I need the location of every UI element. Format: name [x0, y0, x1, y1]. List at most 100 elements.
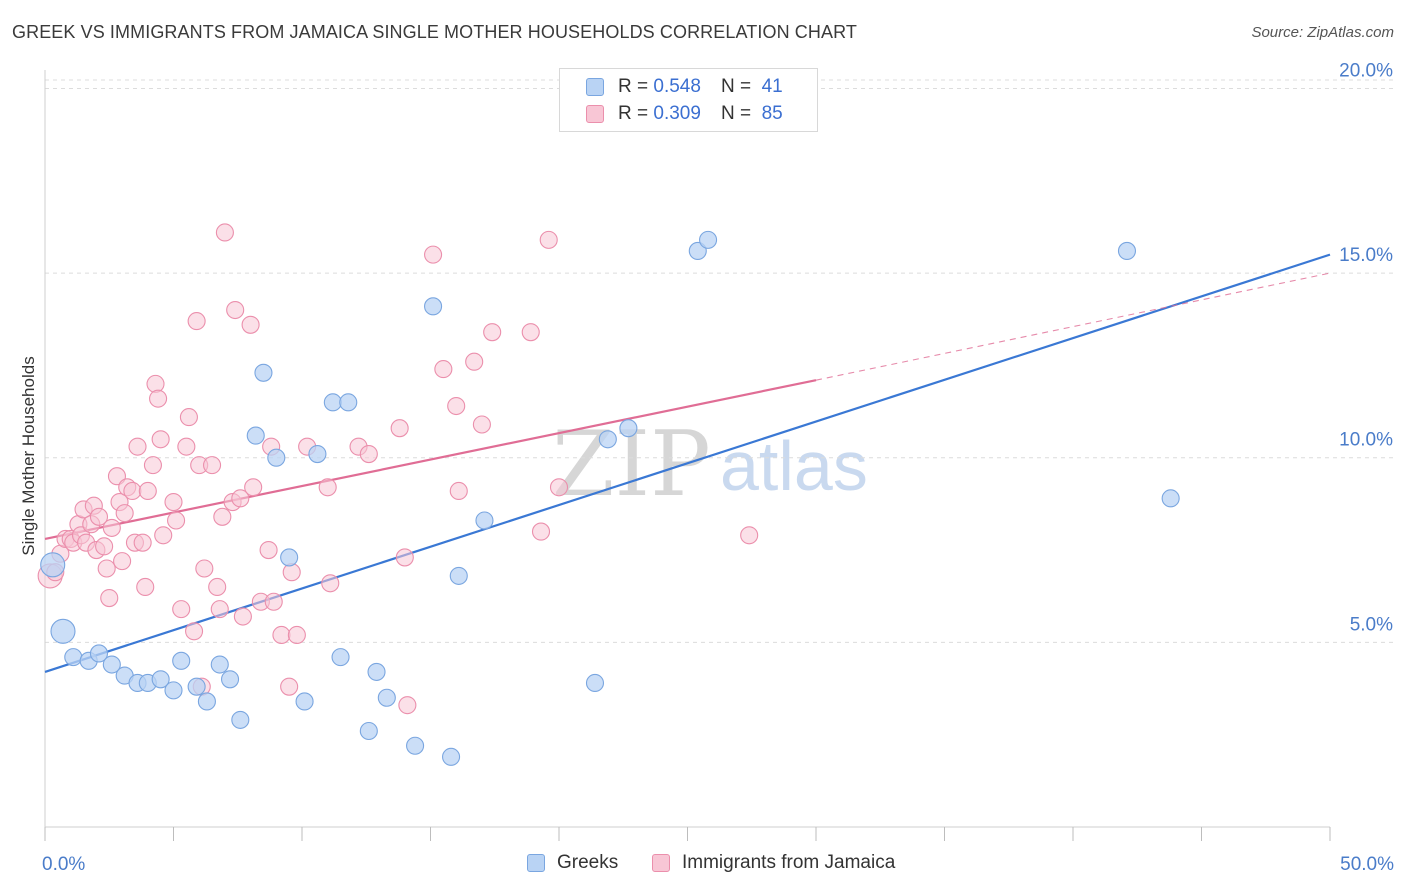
jamaica-point: [179, 408, 198, 427]
jamaica-point: [740, 526, 759, 545]
jamaica-point: [231, 489, 250, 508]
jamaica-point: [128, 437, 147, 456]
jamaica-point: [264, 592, 283, 611]
greeks-point: [187, 677, 206, 696]
jamaica-point: [187, 312, 206, 331]
grid: [45, 79, 1394, 643]
jamaica-point: [100, 589, 119, 608]
greeks-point: [308, 444, 327, 464]
jamaica-trendline-extension: [815, 272, 1331, 381]
legend-r-value: 0.309: [653, 103, 701, 124]
axes: [44, 70, 1331, 841]
jamaica-point: [210, 600, 229, 619]
greeks-point: [197, 692, 216, 711]
greeks-point: [442, 747, 461, 766]
jamaica-point: [107, 467, 127, 486]
greeks-point: [40, 552, 66, 578]
y-tick-label: 10.0%: [1339, 430, 1393, 451]
legend-r-label: R =: [618, 103, 649, 124]
jamaica-point: [151, 430, 170, 449]
greeks-point: [475, 511, 494, 530]
jamaica-point: [472, 415, 491, 434]
correlation-legend: R = 0.548 N = 41 R = 0.309 N = 85: [559, 68, 818, 132]
greeks-point: [619, 419, 638, 438]
jamaica-point: [531, 522, 551, 541]
greeks-point: [359, 721, 378, 741]
jamaica-point: [282, 563, 301, 582]
legend-n-value: 85: [761, 103, 783, 124]
jamaica-point: [208, 577, 227, 597]
legend-label-greeks: Greeks: [557, 852, 619, 873]
jamaica-point: [102, 518, 121, 537]
jamaica-point: [395, 548, 414, 567]
legend-n-label: N =: [720, 103, 752, 124]
greeks-point: [102, 655, 121, 674]
jamaica-point: [167, 511, 186, 530]
legend-n-label: N =: [720, 76, 752, 97]
jamaica-point: [259, 540, 278, 560]
jamaica-point: [203, 456, 222, 475]
jamaica-point: [115, 504, 134, 523]
greeks-point: [1161, 489, 1180, 508]
jamaica-point: [136, 577, 155, 597]
legend-n-value: 41: [761, 76, 783, 97]
jamaica-point: [215, 223, 234, 242]
greeks-point: [151, 670, 170, 689]
jamaica-point: [164, 492, 183, 512]
legend-swatch-greeks: [527, 854, 545, 872]
y-tick-label: 20.0%: [1339, 60, 1393, 81]
greeks-point: [231, 710, 250, 729]
x-tick-label: 0.0%: [42, 854, 85, 875]
jamaica-point: [177, 437, 196, 456]
chart-title: GREEK VS IMMIGRANTS FROM JAMAICA SINGLE …: [12, 22, 857, 42]
jamaica-point: [226, 300, 245, 320]
legend-row-greeks: R = 0.548 N = 41: [586, 74, 783, 100]
greeks-point: [377, 688, 396, 707]
watermark: ZIP atlas: [552, 412, 868, 517]
jamaica-point: [213, 507, 232, 526]
legend-swatch-greeks: [586, 78, 604, 96]
watermark-atlas: atlas: [720, 427, 868, 505]
source-label: Source: ZipAtlas.com: [1251, 24, 1394, 41]
y-axis-label: Single Mother Households: [19, 356, 38, 555]
greeks-point: [246, 426, 265, 445]
jamaica-point: [143, 456, 162, 475]
greeks-point: [331, 648, 350, 667]
legend-row-jamaica: R = 0.309 N = 85: [586, 101, 783, 127]
greeks-point: [172, 651, 191, 670]
jamaica-point: [146, 374, 165, 393]
greeks-point: [254, 363, 273, 382]
legend-r-label: R =: [618, 76, 649, 97]
jamaica-point: [434, 360, 453, 379]
jamaica-point: [97, 559, 116, 578]
greeks-point: [1117, 241, 1137, 260]
greeks-point: [295, 692, 314, 711]
greeks-point: [688, 241, 707, 260]
jamaica-point: [272, 625, 291, 645]
greeks-point: [585, 673, 605, 693]
jamaica-point: [549, 478, 569, 497]
jamaica-point: [318, 478, 337, 497]
greeks-point: [367, 662, 386, 681]
jamaica-point: [95, 537, 114, 556]
greeks-point: [699, 230, 718, 249]
jamaica-point: [89, 507, 109, 526]
jamaica-point: [280, 677, 299, 696]
legend-swatch-jamaica: [586, 105, 604, 123]
greeks-point: [339, 393, 358, 412]
jamaica-point: [172, 600, 191, 619]
jamaica-point: [244, 478, 263, 497]
jamaica-point: [447, 396, 466, 416]
jamaica-point: [133, 533, 152, 552]
jamaica-point: [398, 696, 417, 715]
jamaica-point: [138, 481, 157, 501]
jamaica-point: [539, 230, 558, 249]
legend-item-jamaica: Immigrants from Jamaica: [652, 852, 895, 874]
y-tick-label: 15.0%: [1339, 245, 1393, 266]
jamaica-point: [241, 315, 260, 334]
jamaica-point: [321, 574, 340, 593]
tick-labels: 5.0% 10.0% 15.0% 20.0% 0.0% 50.0%: [42, 60, 1394, 875]
jamaica-point: [149, 389, 168, 408]
x-tick-label: 50.0%: [1340, 854, 1394, 875]
jamaica-point: [123, 481, 142, 501]
